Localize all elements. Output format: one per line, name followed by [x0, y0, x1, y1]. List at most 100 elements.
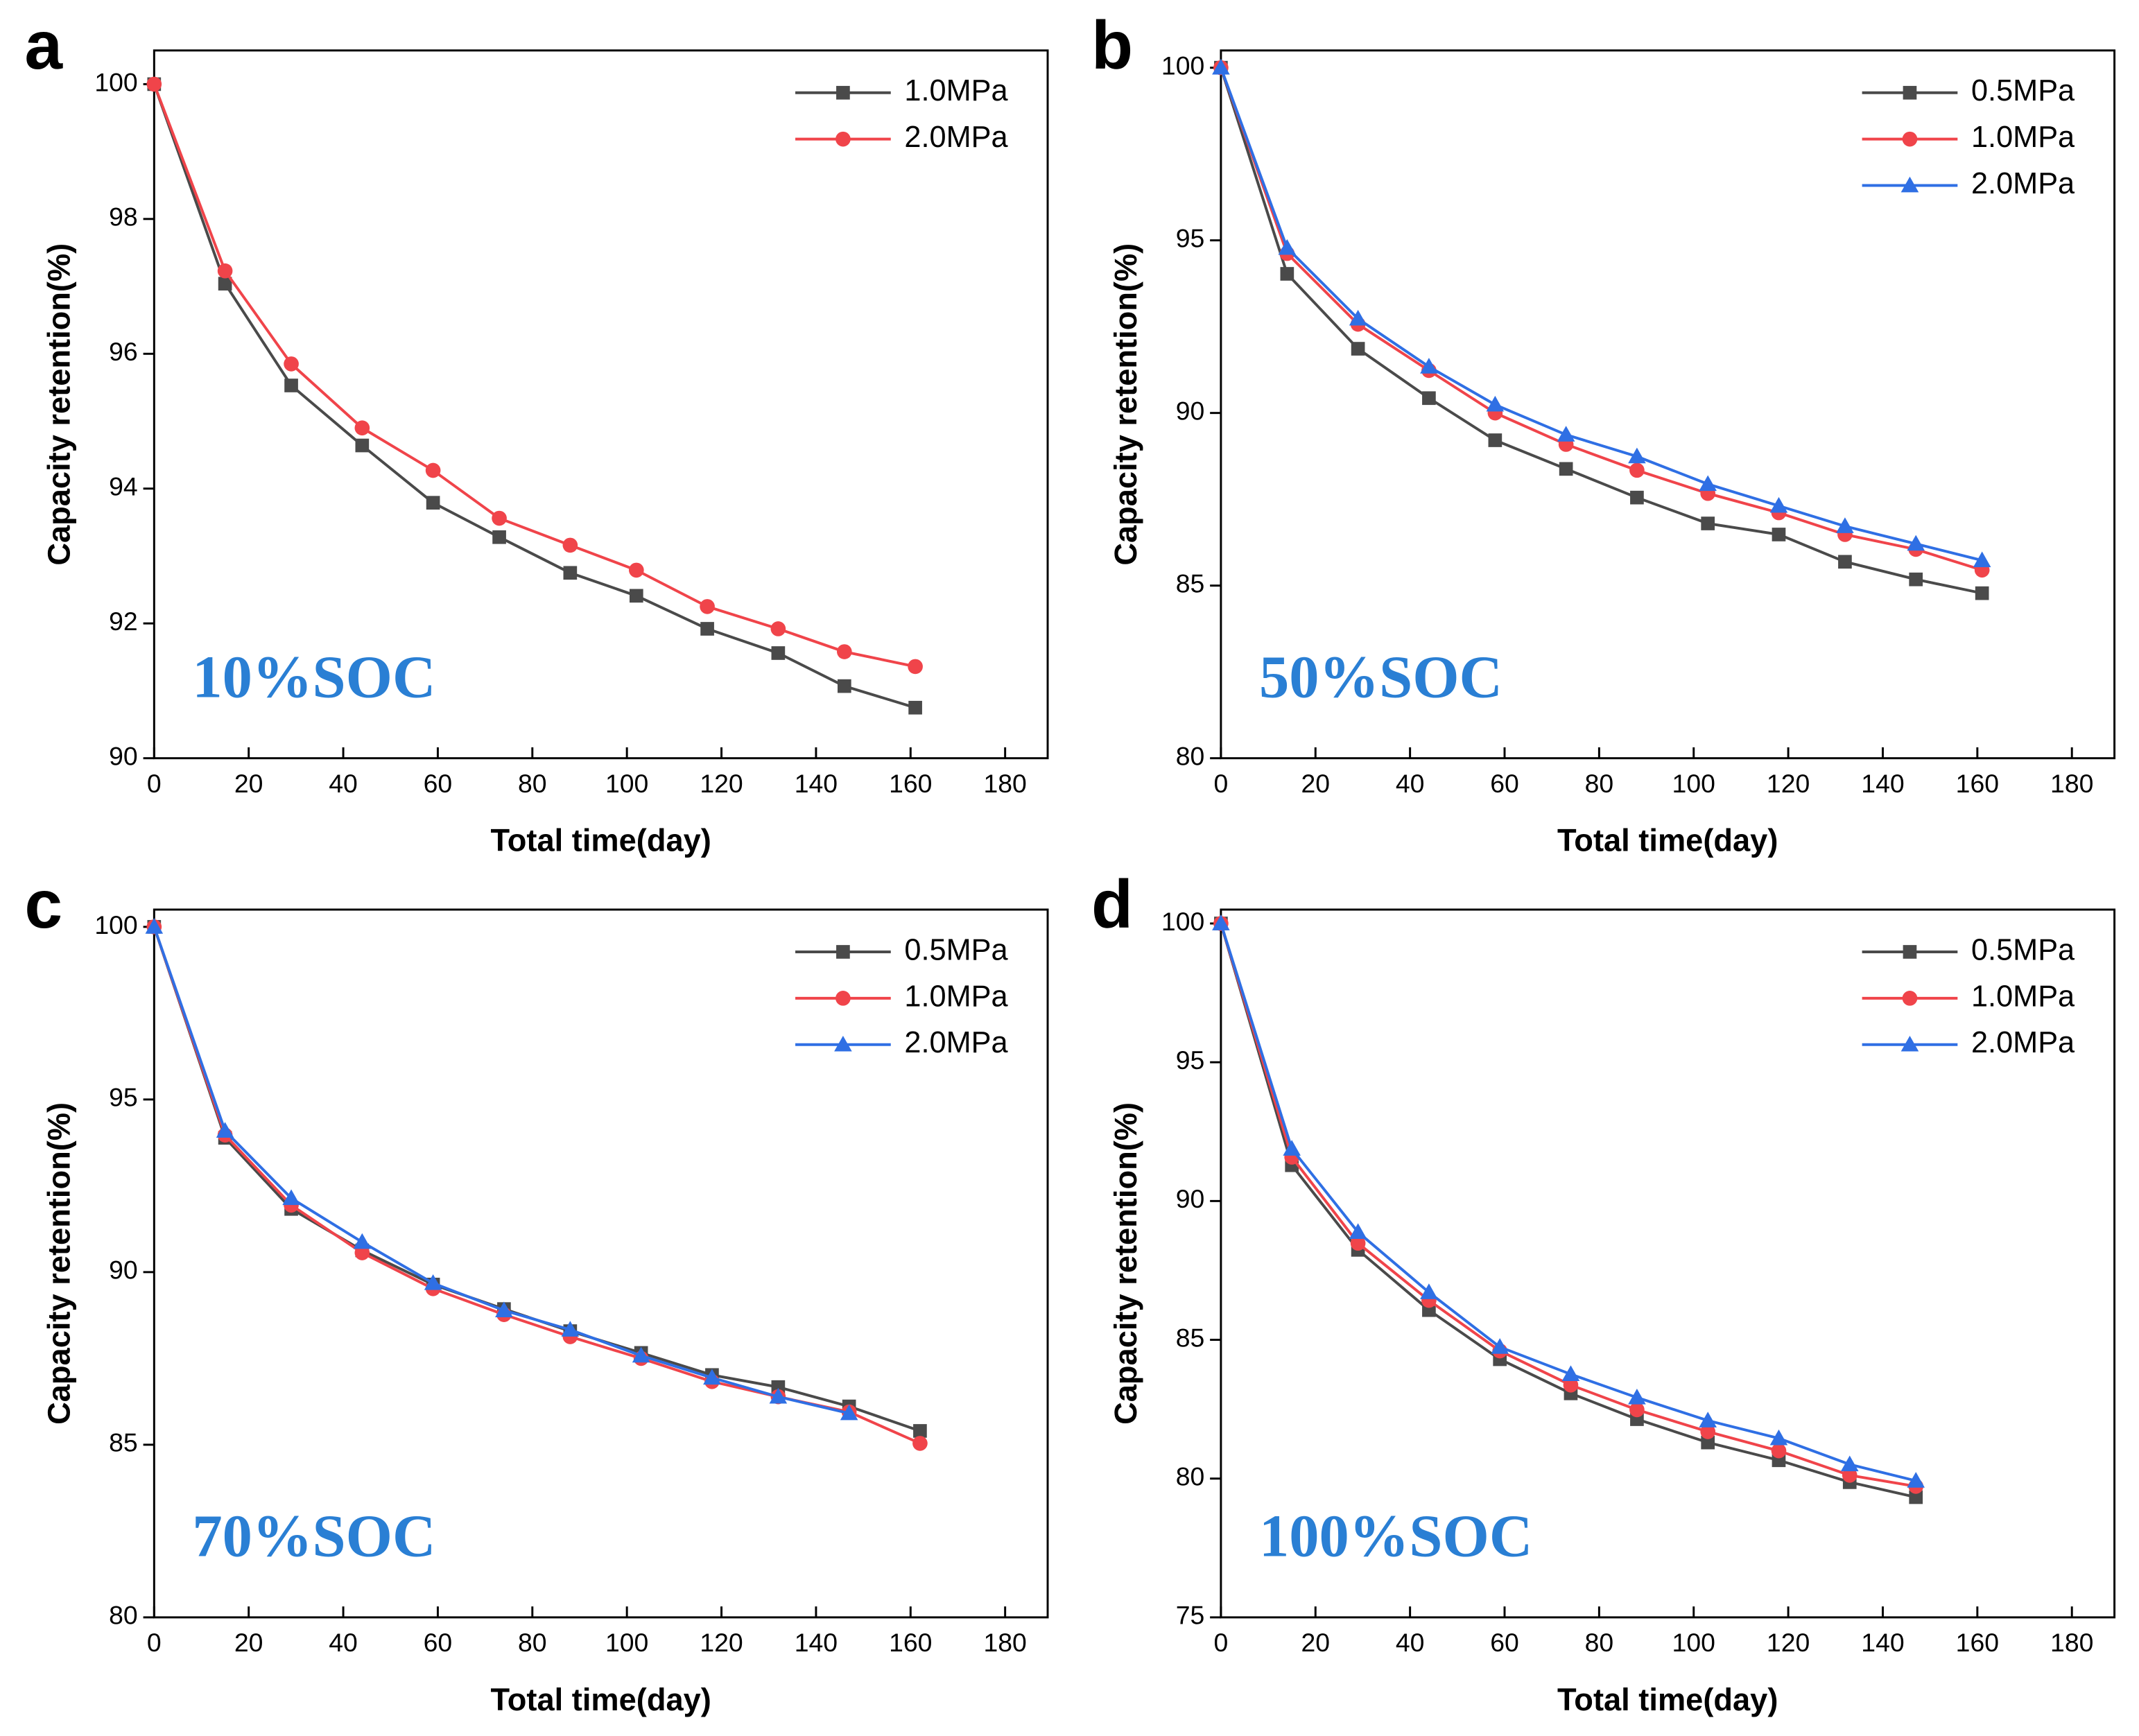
legend-marker: [836, 85, 850, 100]
data-point: [495, 1301, 513, 1317]
legend-label: 1.0MPa: [904, 980, 1008, 1013]
data-point: [217, 263, 233, 279]
series-line: [1220, 67, 1983, 595]
legend-marker: [835, 131, 851, 147]
data-point: [1559, 462, 1573, 476]
annotation: 10%SOC: [192, 643, 435, 710]
plot-frame: [153, 908, 1049, 1619]
data-point: [1351, 342, 1365, 356]
x-axis-label: Total time(day): [1557, 1682, 1778, 1717]
data-point: [1420, 1283, 1438, 1299]
data-point: [146, 76, 162, 92]
x-tick-label: 180: [983, 769, 1026, 798]
data-point: [700, 599, 715, 614]
y-axis-label: Capacity retention(%): [41, 1102, 76, 1425]
data-point: [492, 510, 507, 526]
data-point: [1488, 433, 1503, 447]
x-tick-label: 100: [605, 1628, 648, 1657]
data-point: [563, 566, 578, 580]
x-tick-label: 140: [1861, 769, 1904, 798]
x-tick-label: 0: [1213, 1628, 1228, 1657]
series-line: [153, 83, 916, 668]
data-point: [837, 679, 851, 693]
legend-label: 2.0MPa: [1971, 1026, 2075, 1059]
y-axis-label: Capacity retention(%): [1108, 1102, 1143, 1425]
data-point: [1907, 1472, 1925, 1488]
x-tick-label: 0: [147, 769, 162, 798]
legend-marker: [1903, 85, 1917, 100]
x-tick-label: 160: [1956, 1628, 1999, 1657]
data-point: [1561, 1365, 1580, 1382]
y-tick-label: 98: [109, 202, 138, 232]
series-line: [153, 83, 916, 709]
data-point: [284, 379, 298, 392]
data-point: [840, 1404, 858, 1421]
plot-frame: [153, 49, 1049, 760]
y-tick-label: 85: [1176, 569, 1205, 598]
data-point: [1630, 490, 1644, 505]
data-point: [1701, 517, 1715, 530]
data-point: [1840, 1455, 1859, 1472]
x-tick-label: 20: [1301, 1628, 1330, 1657]
y-axis-label: Capacity retention(%): [1108, 243, 1143, 566]
x-tick-label: 100: [605, 769, 648, 798]
data-point: [1349, 1223, 1367, 1240]
data-point: [770, 621, 786, 636]
legend-label: 2.0MPa: [904, 1026, 1008, 1059]
panel-label: a: [24, 7, 63, 83]
x-tick-label: 140: [795, 1628, 838, 1657]
x-tick-label: 40: [329, 769, 358, 798]
data-point: [771, 646, 786, 660]
x-axis-label: Total time(day): [490, 823, 711, 858]
y-tick-label: 92: [109, 607, 138, 636]
y-tick-label: 90: [1176, 397, 1205, 426]
data-point: [628, 562, 644, 578]
y-tick-label: 80: [109, 1601, 138, 1630]
y-tick-label: 96: [109, 337, 138, 366]
data-point: [355, 438, 370, 453]
plot-frame: [1220, 49, 2116, 760]
x-tick-label: 20: [1301, 769, 1330, 798]
x-tick-label: 120: [1767, 1628, 1810, 1657]
data-point: [1699, 1412, 1717, 1427]
data-point: [700, 622, 714, 636]
legend-label: 0.5MPa: [1971, 933, 2075, 966]
data-point: [1349, 309, 1367, 326]
data-point: [1769, 1429, 1788, 1446]
x-tick-label: 80: [518, 769, 547, 798]
y-tick-label: 95: [1176, 224, 1205, 253]
y-tick-label: 100: [1161, 907, 1204, 936]
legend-label: 2.0MPa: [1971, 167, 2075, 200]
data-point: [769, 1387, 788, 1404]
data-point: [1909, 572, 1923, 587]
legend-marker: [1900, 1035, 1919, 1052]
panel-label: d: [1091, 866, 1133, 942]
y-tick-label: 80: [1176, 742, 1205, 771]
annotation: 70%SOC: [192, 1503, 435, 1570]
data-point: [1973, 551, 1991, 568]
data-point: [908, 700, 922, 715]
x-tick-label: 160: [889, 769, 932, 798]
data-point: [1278, 238, 1297, 255]
x-tick-label: 20: [234, 1628, 263, 1657]
x-tick-label: 60: [1490, 1628, 1519, 1657]
data-point: [1212, 914, 1230, 930]
data-point: [425, 462, 441, 478]
data-point: [1212, 58, 1230, 75]
x-tick-label: 160: [889, 1628, 932, 1657]
panel-label: c: [24, 866, 62, 942]
y-tick-label: 100: [1161, 51, 1204, 80]
data-point: [562, 537, 578, 553]
legend-marker: [1902, 131, 1918, 147]
data-point: [1769, 496, 1788, 513]
legend-marker: [1902, 991, 1918, 1006]
y-tick-label: 95: [109, 1083, 138, 1112]
legend-marker: [835, 991, 851, 1006]
x-tick-label: 0: [1213, 769, 1228, 798]
data-point: [1842, 1468, 1857, 1483]
x-tick-label: 100: [1672, 769, 1715, 798]
x-tick-label: 40: [1396, 769, 1425, 798]
x-tick-label: 140: [1861, 1628, 1904, 1657]
y-tick-label: 90: [1176, 1184, 1205, 1213]
data-point: [1563, 1377, 1579, 1393]
